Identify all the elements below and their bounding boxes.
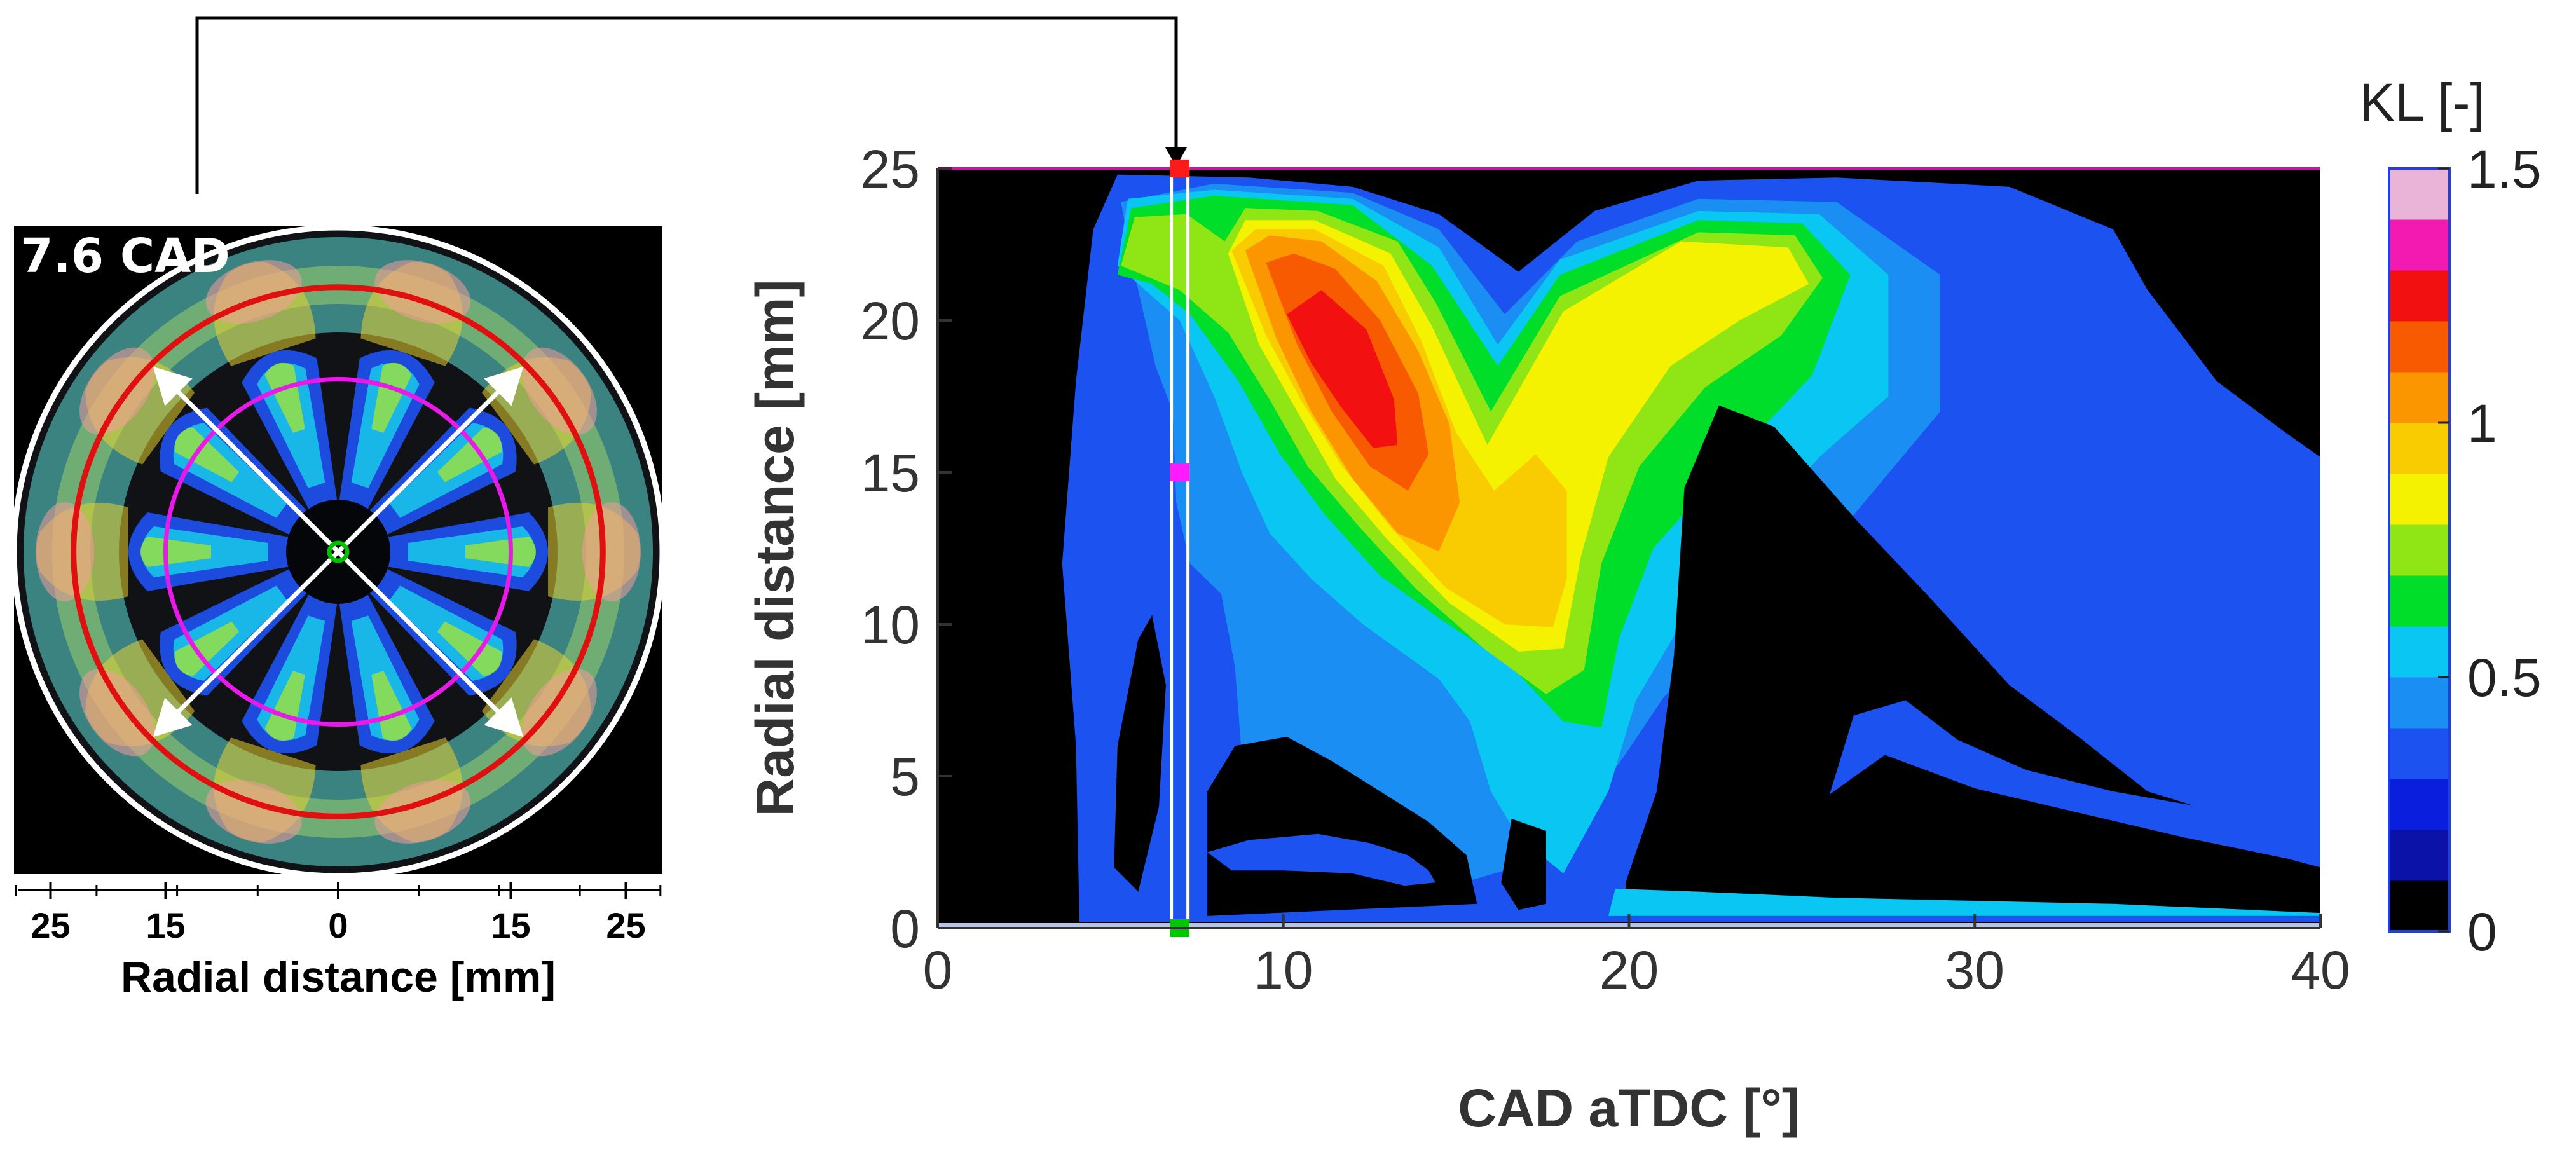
inset-x-tick-label: 15 xyxy=(146,905,185,945)
arrow-head-ne xyxy=(484,366,524,406)
colorbar-band xyxy=(2389,728,2449,779)
selection-marker xyxy=(1170,463,1189,481)
colorbar-band xyxy=(2389,677,2449,729)
heatmap-region xyxy=(1501,818,1546,910)
heatmap-panel: 0 10 20 30 40 0 5 10 15 20 25 CAD aTDC [°] Radial … xyxy=(745,139,2350,1138)
colorbar-ticks: 0 0.5 1 1.5 xyxy=(2438,139,2542,962)
colorbar-tick-label: 1 xyxy=(2467,394,2497,453)
inset-title: 7.6 CAD xyxy=(20,229,230,284)
colorbar-band xyxy=(2389,321,2449,373)
y-tick-label: 25 xyxy=(861,139,920,199)
colorbar-tick-label: 1.5 xyxy=(2467,139,2542,199)
inset-jet xyxy=(338,589,471,844)
x-tick-label: 40 xyxy=(2291,940,2350,1000)
inset-x-tick-label: 0 xyxy=(328,905,348,945)
heatmap-y-label: Radial distance [mm] xyxy=(745,280,805,817)
colorbar: 0 0.5 1 1.5 KL [-] xyxy=(2359,72,2542,962)
y-tick-label: 0 xyxy=(890,899,920,959)
x-tick-label: 10 xyxy=(1254,940,1313,1000)
inset-arrows xyxy=(153,366,524,737)
colorbar-tick-label: 0.5 xyxy=(2467,648,2542,708)
heatmap-region xyxy=(1608,888,2320,916)
inset-jet xyxy=(338,260,471,514)
colorbar-band xyxy=(2389,779,2449,830)
y-tick-label: 20 xyxy=(861,291,920,351)
colorbar-band xyxy=(2389,575,2449,627)
arrow-head-sw xyxy=(153,697,193,737)
colorbar-band xyxy=(2389,270,2449,322)
selection-marker xyxy=(1170,160,1189,177)
inset-x-label: Radial distance [mm] xyxy=(121,953,556,1001)
heatmap-region xyxy=(1287,290,1398,448)
inset-jets xyxy=(36,260,641,844)
inset-x-axis: 25 15 0 15 25 Radial distance [mm] xyxy=(15,882,662,1001)
colorbar-band xyxy=(2389,372,2449,423)
colorbar-band xyxy=(2389,830,2449,881)
inset-jet xyxy=(205,589,338,844)
heatmap-region xyxy=(1114,615,1166,892)
colorbar-band xyxy=(2389,474,2449,525)
inset-x-tick-label: 25 xyxy=(606,905,645,945)
inset-x-tick-label: 15 xyxy=(491,905,530,945)
x-tick-label: 20 xyxy=(1600,940,1659,1000)
inset-magenta-circle xyxy=(163,377,513,727)
heatmap-regions xyxy=(1062,174,2320,922)
heatmap-x-label: CAD aTDC [°] xyxy=(1458,1078,1800,1138)
y-tick-label: 5 xyxy=(890,747,920,807)
colorbar-band xyxy=(2389,524,2449,576)
heatmap-top-edge xyxy=(938,167,2320,170)
colorbar-frame xyxy=(2388,167,2451,933)
inset-jet xyxy=(383,502,641,601)
heatmap-region xyxy=(1829,700,2320,868)
x-tick-label: 30 xyxy=(1945,940,2004,1000)
colorbar-band xyxy=(2389,880,2449,932)
inset-jet xyxy=(36,502,294,601)
inset-panel: 7.6 CAD xyxy=(14,226,662,874)
colorbar-band xyxy=(2389,626,2449,678)
inset-x-ticks: 25 15 0 15 25 xyxy=(15,882,662,945)
colorbar-band xyxy=(2389,219,2449,271)
inset-center-marker xyxy=(327,540,350,563)
arrow-head-nw xyxy=(153,366,193,406)
connector-bracket xyxy=(195,16,1187,194)
heatmap-region xyxy=(1626,405,2320,916)
heatmap-axes: 0 10 20 30 40 0 5 10 15 20 25 xyxy=(861,139,2350,1000)
y-tick-label: 10 xyxy=(861,595,920,655)
y-tick-label: 15 xyxy=(861,443,920,503)
colorbar-band xyxy=(2389,423,2449,474)
colorbar-bands xyxy=(2389,168,2449,932)
x-tick-label: 0 xyxy=(923,940,953,1000)
colorbar-title: KL [-] xyxy=(2359,72,2485,132)
colorbar-band xyxy=(2389,168,2449,220)
inset-red-circle xyxy=(71,284,606,819)
inset-x-tick-label: 25 xyxy=(31,905,70,945)
arrow-head-se xyxy=(484,697,524,737)
heatmap-region xyxy=(1207,833,1435,886)
colorbar-tick-label: 0 xyxy=(2467,902,2497,962)
